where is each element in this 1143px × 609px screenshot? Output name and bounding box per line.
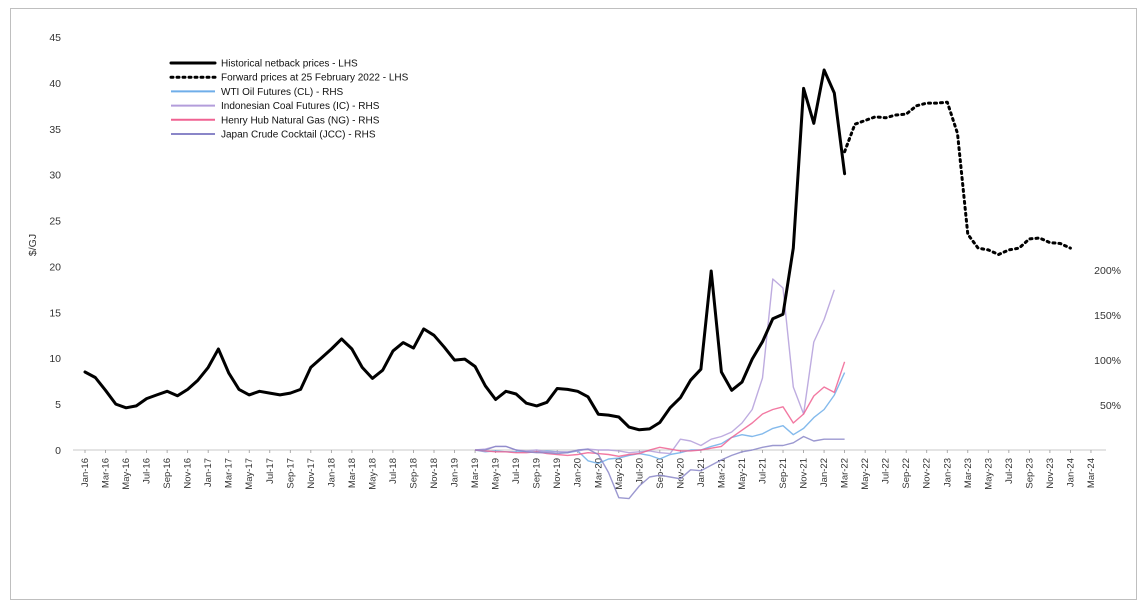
x-tick-label: Jan-24: [1065, 458, 1076, 487]
x-tick-label: May-16: [121, 458, 132, 490]
legend-label: Historical netback prices - LHS: [221, 59, 358, 70]
x-tick-label: Sep-20: [655, 458, 666, 489]
legend-label: Japan Crude Cocktail (JCC) - RHS: [221, 130, 376, 141]
x-tick-label: Mar-17: [224, 458, 235, 488]
x-tick-label: Sep-19: [532, 458, 543, 489]
rhs-tick-label: 50%: [1100, 400, 1121, 412]
x-tick-label: Nov-17: [306, 458, 317, 489]
x-tick-label: Mar-24: [1086, 458, 1097, 488]
x-tick-label: May-22: [860, 458, 871, 490]
x-tick-label: Sep-16: [162, 458, 173, 489]
legend-label: Forward prices at 25 February 2022 - LHS: [221, 73, 409, 84]
x-tick-label: May-21: [737, 458, 748, 490]
series-line-forward-prices-at-25-february-2022-lhs: [843, 100, 1072, 256]
x-tick-label: Jul-21: [757, 458, 768, 484]
y-tick-label: 0: [55, 445, 61, 457]
legend-label: Henry Hub Natural Gas (NG) - RHS: [221, 115, 380, 126]
x-tick-label: Nov-19: [552, 458, 563, 489]
x-tick-label: Sep-22: [901, 458, 912, 489]
x-tick-label: Nov-16: [183, 458, 194, 489]
x-axis-ticks: Jan-16 Mar-16 May-16 Jul-16 Sep-16 Nov-16 Jan-…: [80, 450, 1097, 490]
x-tick-label: Jul-22: [881, 458, 892, 484]
x-tick-label: Mar-22: [840, 458, 851, 488]
series-line-japan-crude-cocktail-jcc-rhs: [475, 435, 845, 500]
x-tick-label: Jul-19: [511, 458, 522, 484]
x-tick-label: Nov-21: [799, 458, 810, 489]
y-axis-label: $/GJ: [27, 234, 39, 256]
x-tick-label: May-18: [367, 458, 378, 490]
left-axis-ticks: 0 5 10 15 20 25 30 35 40 45: [49, 32, 61, 457]
series-line-indonesian-coal-futures-ic-rhs: [475, 278, 835, 455]
x-tick-label: Jul-18: [388, 458, 399, 484]
x-tick-label: Jan-22: [819, 458, 830, 487]
series-line-historical-netback-prices-lhs: [83, 68, 847, 432]
y-tick-label: 10: [49, 353, 61, 365]
x-tick-label: Jan-23: [942, 458, 953, 487]
right-axis-ticks: 50% 100% 150% 200%: [1094, 265, 1121, 412]
x-tick-label: Mar-21: [716, 458, 727, 488]
series-layer: [83, 68, 1072, 500]
x-tick-label: Mar-18: [347, 458, 358, 488]
x-tick-label: May-23: [983, 458, 994, 490]
y-tick-label: 45: [49, 32, 61, 44]
x-tick-label: Jan-19: [450, 458, 461, 487]
x-tick-label: Nov-23: [1045, 458, 1056, 489]
y-tick-label: 15: [49, 307, 61, 319]
y-tick-label: 25: [49, 216, 61, 228]
y-tick-label: 5: [55, 399, 61, 411]
x-tick-label: Jul-17: [265, 458, 276, 484]
series-line-henry-hub-natural-gas-ng-rhs: [475, 361, 846, 457]
x-tick-label: Mar-20: [593, 458, 604, 488]
x-tick-label: Sep-21: [778, 458, 789, 489]
x-tick-label: Mar-16: [101, 458, 112, 488]
x-tick-label: Jan-18: [326, 458, 337, 487]
chart-frame: 0 5 10 15 20 25 30 35 40 45 50% 100% 150% 200% Jan-1…: [10, 8, 1137, 600]
x-tick-label: Jan-17: [203, 458, 214, 487]
x-tick-label: Jul-16: [142, 458, 153, 484]
x-tick-label: Jan-16: [80, 458, 91, 487]
legend-label: Indonesian Coal Futures (IC) - RHS: [221, 101, 380, 112]
x-tick-label: Jan-21: [696, 458, 707, 487]
legend-label: WTI Oil Futures (CL) - RHS: [221, 87, 344, 98]
x-tick-label: Nov-22: [922, 458, 933, 489]
x-tick-label: Mar-23: [963, 458, 974, 488]
rhs-tick-label: 200%: [1094, 265, 1121, 277]
x-tick-label: Nov-20: [675, 458, 686, 489]
rhs-tick-label: 100%: [1094, 355, 1121, 367]
y-tick-label: 40: [49, 78, 61, 90]
y-tick-label: 30: [49, 170, 61, 182]
x-tick-label: Jan-20: [573, 458, 584, 487]
x-tick-label: Jul-20: [634, 458, 645, 484]
rhs-tick-label: 150%: [1094, 310, 1121, 322]
x-tick-label: Sep-18: [408, 458, 419, 489]
x-tick-label: Mar-19: [470, 458, 481, 488]
x-tick-label: Sep-23: [1024, 458, 1035, 489]
x-tick-label: Nov-18: [429, 458, 440, 489]
x-tick-label: May-17: [244, 458, 255, 490]
y-tick-label: 20: [49, 261, 61, 273]
x-tick-label: May-19: [491, 458, 502, 490]
x-tick-label: May-20: [614, 458, 625, 490]
x-tick-label: Jul-23: [1004, 458, 1015, 484]
netback-price-chart: 0 5 10 15 20 25 30 35 40 45 50% 100% 150% 200% Jan-1…: [27, 32, 1121, 500]
legend: Historical netback prices - LHS Forward p…: [169, 59, 409, 141]
x-tick-label: Sep-17: [285, 458, 296, 489]
y-tick-label: 35: [49, 124, 61, 136]
